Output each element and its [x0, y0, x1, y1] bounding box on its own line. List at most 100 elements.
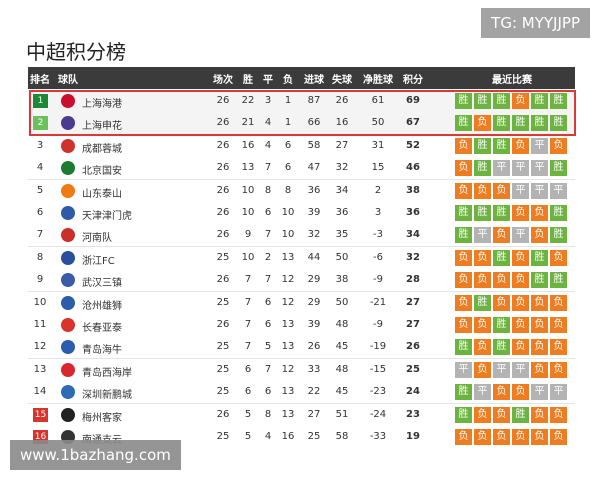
result-badge: 负: [531, 205, 548, 221]
team-logo: [61, 161, 75, 176]
watermark: TG: MYYJJPP: [481, 8, 590, 38]
cell: -33: [369, 431, 387, 442]
cell: 7: [244, 274, 252, 286]
cell: 58: [335, 431, 349, 442]
result-badge: 平: [512, 361, 529, 378]
highlight-box: [29, 90, 576, 136]
cell: 87: [307, 95, 321, 106]
cell: 50: [335, 296, 349, 308]
cell: 34: [335, 184, 349, 196]
cell: 52: [406, 139, 420, 151]
result-badge: 负: [474, 182, 491, 199]
result-badge: 胜: [512, 406, 529, 423]
cell: -6: [373, 251, 383, 263]
team-name: 沧州雄狮: [82, 300, 122, 312]
team-name: 成都蓉城: [82, 143, 122, 155]
cell: 6: [264, 319, 272, 330]
result-badge: 胜: [455, 115, 472, 132]
result-badge: 胜: [493, 137, 510, 154]
column-header: 积分: [403, 75, 423, 86]
cell: 61: [371, 95, 385, 106]
watermark: www.1bazhang.com: [10, 440, 181, 470]
cell: 24: [406, 386, 420, 398]
cell: 6: [284, 162, 292, 174]
cell: 26: [216, 229, 230, 241]
cell: 26: [216, 274, 230, 286]
cell: 26: [216, 408, 230, 420]
result-badge: 负: [474, 115, 491, 132]
cell: 12: [281, 296, 295, 308]
team-logo: [61, 362, 75, 377]
cell: 6: [264, 386, 272, 398]
result-badge: 平: [531, 182, 548, 199]
result-badge: 平: [474, 384, 491, 401]
team-logo: [61, 407, 75, 422]
cell: 26: [216, 117, 230, 129]
result-badge: 负: [493, 227, 510, 244]
table-row: 7 河南队 26 9 7 10 32 35 -3 34 胜平负平负胜: [28, 224, 575, 248]
cell: 39: [307, 207, 321, 218]
team-logo: [61, 385, 75, 400]
cell: 45: [335, 386, 349, 398]
result-badge: 平: [493, 160, 510, 177]
column-header: 胜: [243, 75, 253, 86]
team-logo: [61, 318, 75, 332]
column-header: 负: [283, 75, 293, 86]
result-badge: 负: [455, 137, 472, 154]
result-badge: 胜: [531, 249, 548, 266]
result-badge: 胜: [512, 115, 529, 132]
result-badge: 负: [455, 249, 472, 266]
result-badge: 平: [531, 137, 548, 154]
cell: 10: [241, 184, 255, 196]
column-header: 平: [263, 75, 273, 86]
rank: 8: [36, 251, 44, 263]
cell: 1: [284, 117, 292, 129]
cell: 25: [216, 341, 230, 353]
cell: -3: [373, 229, 383, 241]
result-badge: 平: [531, 384, 548, 401]
rank: 14: [33, 386, 47, 398]
table-row: 4 北京国安 26 13 7 6 47 32 15 46 负胜平平平胜: [28, 157, 575, 181]
cell: 19: [406, 431, 420, 442]
result-badge: 负: [512, 249, 529, 266]
cell: 51: [335, 408, 349, 420]
result-badge: 负: [455, 317, 472, 333]
cell: 13: [281, 251, 295, 263]
column-header: 场次: [213, 75, 233, 86]
cell: 22: [241, 95, 255, 106]
rank: 7: [36, 229, 44, 241]
result-badge: 负: [550, 249, 567, 266]
result-badge: 负: [512, 294, 529, 311]
cell: 67: [406, 117, 420, 129]
cell: 13: [281, 341, 295, 353]
cell: 6: [244, 363, 252, 375]
result-badge: 负: [474, 339, 491, 356]
result-badge: 负: [493, 294, 510, 311]
rank: 3: [36, 139, 44, 151]
cell: 13: [281, 319, 295, 330]
team-name: 天津津门虎: [82, 211, 132, 222]
team-name: 河南队: [82, 233, 112, 245]
result-badge: 平: [512, 160, 529, 177]
team-name: 深圳新鹏城: [82, 390, 132, 402]
result-badge: 胜: [493, 115, 510, 132]
cell: 27: [406, 319, 420, 330]
team-logo: [61, 206, 75, 220]
cell: 32: [307, 229, 321, 241]
result-badge: 负: [531, 227, 548, 244]
cell: 33: [307, 363, 321, 375]
result-badge: 负: [550, 406, 567, 423]
result-badge: 负: [512, 429, 529, 445]
cell: -9: [373, 319, 383, 330]
result-badge: 负: [512, 205, 529, 221]
result-badge: 胜: [474, 205, 491, 221]
cell: 45: [335, 341, 349, 353]
column-header: 进球: [304, 75, 324, 86]
cell: 7: [264, 162, 272, 174]
cell: 26: [216, 162, 230, 174]
result-badge: 负: [550, 294, 567, 311]
rank-badge: 1: [33, 94, 48, 108]
table-row: 15 梅州客家 26 5 8 13 27 51 -24 23 胜负负胜负负: [28, 403, 575, 427]
